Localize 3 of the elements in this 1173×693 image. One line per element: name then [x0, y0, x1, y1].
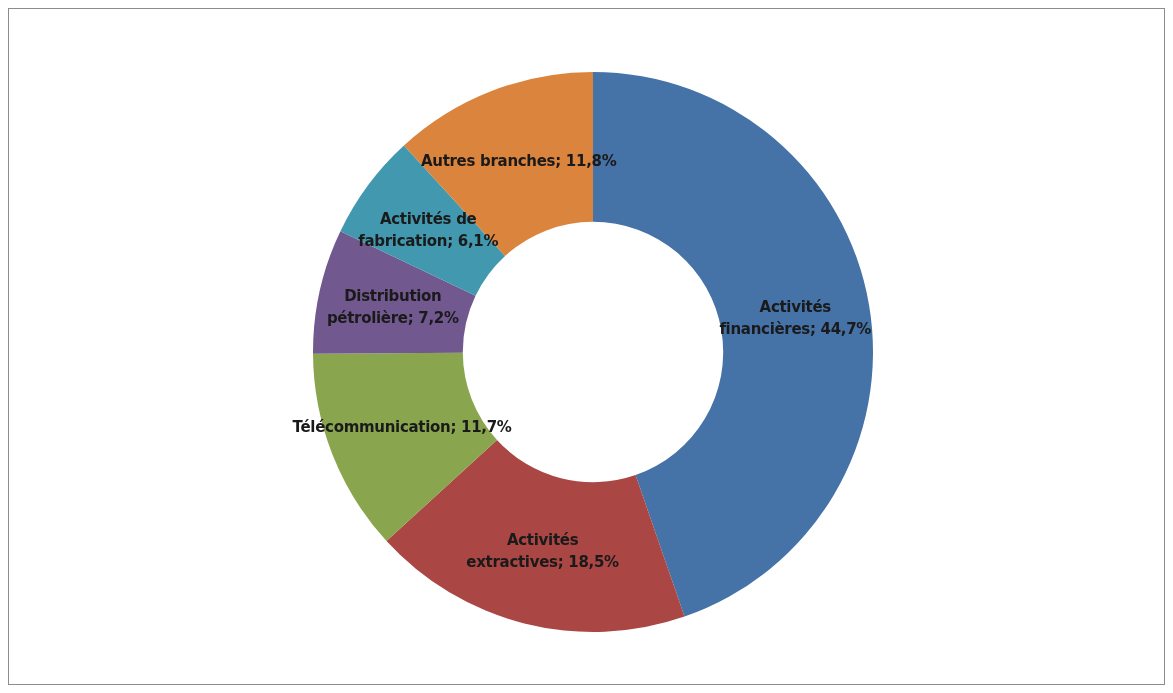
- slice-label: Distribution pétrolière; 7,2%: [325, 286, 460, 330]
- slice-label: Activités extractives; 18,5%: [465, 529, 620, 573]
- donut-slice: [386, 439, 685, 632]
